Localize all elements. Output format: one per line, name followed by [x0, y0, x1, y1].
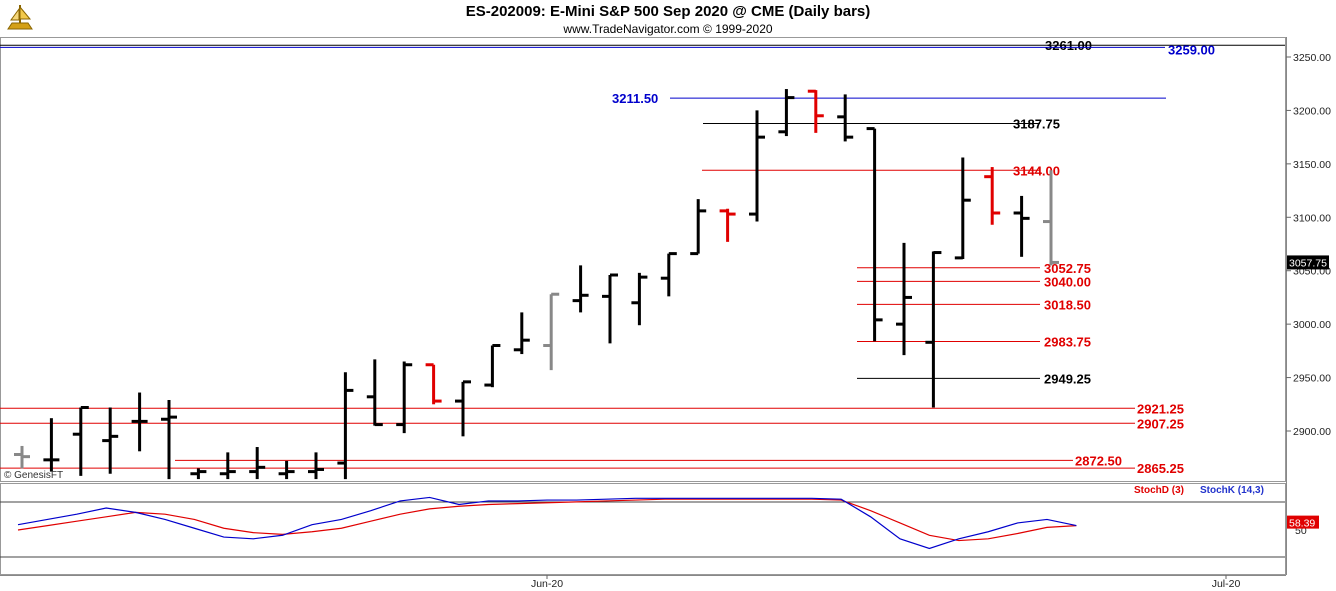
level-label: 2865.25	[1137, 461, 1184, 476]
ohlc-bar	[866, 127, 883, 342]
level-label: 3259.00	[1168, 42, 1215, 57]
stochk-line	[17, 496, 1077, 550]
legend-stochd: StochD (3)	[1134, 485, 1184, 496]
stoch-last-label: 58.39	[1289, 518, 1315, 530]
level-label: 3018.50	[1044, 297, 1091, 312]
ohlc-bar	[14, 445, 30, 469]
ohlc-bar	[1043, 170, 1059, 266]
last-price-box	[1287, 255, 1329, 270]
price-tick-label: 2900.00	[1293, 426, 1331, 438]
ohlc-bar	[484, 344, 501, 388]
level-label: 3052.75	[1044, 261, 1091, 276]
ohlc-bar	[72, 405, 89, 476]
ohlc-bar	[455, 380, 471, 437]
chart-subtitle: www.TradeNavigator.com © 1999-2020	[563, 22, 773, 36]
ohlc-bar	[190, 468, 207, 480]
ohlc-bar	[719, 208, 736, 242]
ohlc-bar	[896, 242, 912, 356]
ohlc-bar	[513, 312, 530, 355]
level-label: 2872.50	[1075, 453, 1122, 468]
ohlc-bar	[1013, 195, 1030, 257]
stochastic-pane	[0, 483, 1286, 575]
ohlc-bars	[14, 89, 1059, 480]
ohlc-bar	[807, 89, 824, 133]
ohlc-bar	[425, 363, 442, 405]
level-label: 3040.00	[1044, 274, 1091, 289]
price-tick-label: 3200.00	[1293, 105, 1331, 117]
level-label: 2949.25	[1044, 371, 1091, 386]
support-resistance-levels: 3261.00 3259.00 3211.50 3187.75 3144.00 3052.…	[0, 38, 1285, 476]
price-axis-panel	[1286, 37, 1336, 591]
ohlc-bar	[161, 400, 177, 480]
watermark: © GenesisFT	[4, 470, 63, 481]
level-label: 3261.00	[1045, 38, 1092, 53]
date-label: Jul-20	[1212, 578, 1241, 590]
stoch-tick-label: 50	[1295, 525, 1307, 537]
level-label: 3187.75	[1013, 117, 1060, 132]
chart-header: ES-202009: E-Mini S&P 500 Sep 2020 @ CME…	[0, 0, 1336, 37]
ohlc-bar	[572, 265, 589, 313]
price-axis: 2900.002950.003000.003050.003100.003150.…	[1286, 52, 1331, 438]
level-label: 2907.25	[1137, 416, 1184, 431]
date-axis	[0, 575, 1286, 591]
date-label: Jun-20	[531, 578, 563, 590]
price-tick-label: 3250.00	[1293, 52, 1331, 64]
ohlc-bar	[778, 89, 795, 137]
ohlc-bar	[131, 392, 148, 452]
level-label: 3211.50	[612, 91, 658, 106]
ohlc-bar	[43, 418, 60, 472]
stoch-last-box	[1287, 515, 1319, 529]
price-tick-label: 2950.00	[1293, 373, 1331, 385]
ohlc-bar	[102, 407, 119, 474]
ohlc-bar	[366, 359, 383, 427]
ohlc-bar	[308, 452, 324, 480]
ohlc-bar	[396, 361, 413, 434]
ohlc-bar	[925, 251, 942, 408]
last-price-label: 3057.75	[1289, 257, 1327, 269]
date-axis-labels: Jun-20 Jul-20	[531, 575, 1241, 590]
stochd-line	[17, 498, 1077, 542]
price-pane	[0, 37, 1286, 482]
level-label: 2983.75	[1044, 335, 1091, 350]
ohlc-bar	[984, 167, 1001, 225]
ohlc-bar	[219, 452, 236, 480]
ohlc-bar	[337, 372, 354, 480]
ohlc-bar	[749, 110, 765, 222]
price-tick-label: 3150.00	[1293, 159, 1331, 171]
ohlc-bar	[837, 94, 854, 142]
chart-title: ES-202009: E-Mini S&P 500 Sep 2020 @ CME…	[465, 3, 871, 20]
level-label: 2921.25	[1137, 401, 1184, 416]
ohlc-bar	[631, 272, 648, 326]
ohlc-bar	[543, 292, 560, 371]
level-label: 3144.00	[1013, 163, 1060, 178]
trade-navigator-logo-icon	[4, 3, 36, 33]
ohlc-bar	[690, 199, 707, 256]
legend-stochk: StochK (14,3)	[1200, 485, 1264, 496]
price-tick-label: 3000.00	[1293, 319, 1331, 331]
ohlc-bar	[954, 157, 971, 260]
ohlc-bar	[278, 460, 295, 480]
price-tick-label: 3100.00	[1293, 212, 1331, 224]
ohlc-bar	[249, 447, 266, 480]
ohlc-bar	[602, 273, 618, 344]
ohlc-bar	[660, 252, 677, 297]
